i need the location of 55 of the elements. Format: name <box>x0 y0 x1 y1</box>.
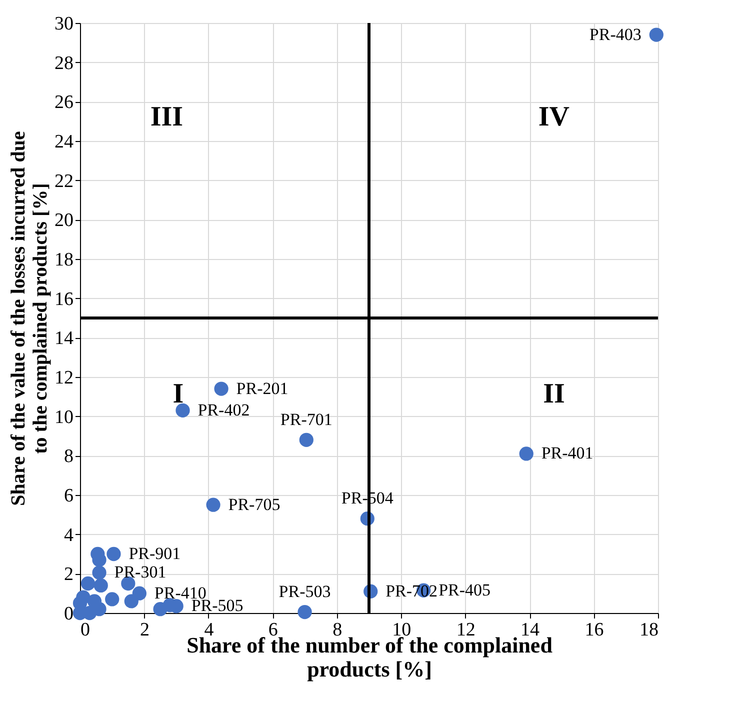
point <box>299 432 314 447</box>
y-tick-label: 24 <box>54 132 74 152</box>
data-label: PR-705 <box>228 494 280 514</box>
annotation: I <box>172 378 184 410</box>
point <box>94 578 108 593</box>
y-tick-label: 6 <box>64 486 74 506</box>
x-tick-label: 14 <box>520 620 540 640</box>
data-label: PR-403 <box>589 24 642 44</box>
y-tick-label: 2 <box>64 564 74 586</box>
data-label: PR-701 <box>280 410 332 429</box>
point <box>206 498 220 512</box>
point <box>124 594 138 608</box>
point <box>519 446 534 461</box>
data-label: PR-401 <box>541 444 594 463</box>
x-tick-label: 6 <box>268 620 278 640</box>
y-tick-label: 20 <box>54 210 74 232</box>
annotation: IV <box>538 101 570 132</box>
x-tick-label: 2 <box>140 620 150 640</box>
point <box>153 602 168 616</box>
y-tick-label: 14 <box>54 328 74 350</box>
point <box>214 382 228 396</box>
data-label: PR-901 <box>128 544 181 563</box>
y-tick-label: 8 <box>64 446 74 468</box>
point <box>298 604 312 620</box>
point <box>87 594 102 608</box>
x-tick-label: 8 <box>332 620 342 640</box>
point <box>105 592 120 606</box>
y-tick-label: 4 <box>64 524 74 546</box>
y-axis-title: Share of the value of the losses incurred due to the complained products [%] <box>8 130 52 506</box>
y-tick-label: 18 <box>54 250 74 270</box>
point <box>80 576 96 591</box>
annotation: III <box>150 101 184 132</box>
x-tick-label: 0 <box>80 620 90 640</box>
data-label: PR-201 <box>236 378 288 398</box>
point <box>92 566 106 580</box>
y-tick-label: 22 <box>54 170 74 192</box>
y-tick-label: 12 <box>54 368 74 388</box>
point <box>176 403 190 418</box>
x-tick-label: 18 <box>640 620 658 640</box>
y-tick-label: 26 <box>54 92 74 114</box>
y-tick-label: 0 <box>64 604 74 624</box>
point <box>649 28 664 42</box>
y-tick-label: 16 <box>54 288 74 310</box>
x-tick-label: 16 <box>584 620 604 640</box>
data-label: PR-405 <box>438 580 491 600</box>
data-label: PR-402 <box>198 400 250 420</box>
point <box>82 606 97 620</box>
data-label: PR-503 <box>278 582 331 602</box>
point <box>106 546 121 562</box>
annotation: II <box>543 378 565 410</box>
y-tick-label: 10 <box>54 406 74 428</box>
data-label: PR-301 <box>114 562 166 582</box>
x-tick-label: 12 <box>456 620 476 640</box>
y-tick-label: 28 <box>54 52 74 74</box>
y-tick-label: 30 <box>54 14 74 34</box>
